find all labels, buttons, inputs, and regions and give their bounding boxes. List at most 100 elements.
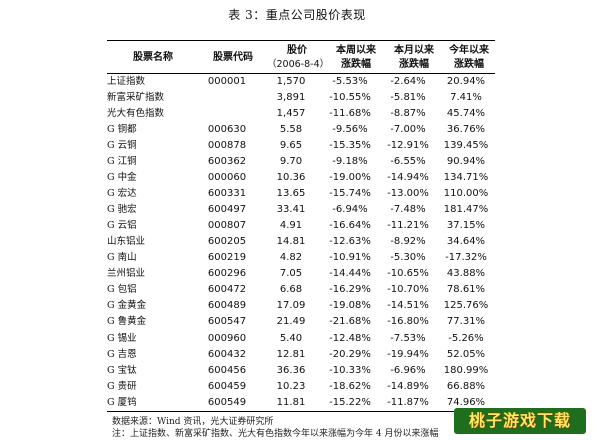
week-change: -9.56% [332, 124, 368, 136]
stock-code: 600549 [207, 396, 247, 408]
table-row: 兰州铝业 600296 7.05 -14.44% -10.65% 43.88% [107, 266, 495, 282]
week-change: -19.08% [329, 300, 371, 312]
stock-name: G 江铜 [107, 156, 137, 168]
table-row: 上证指数 000001 1,570 -5.53% -2.64% 20.94% [107, 74, 495, 90]
stock-price: 9.70 [279, 156, 303, 168]
header-year: 今年以来 涨跌幅 [449, 45, 489, 70]
table-row: G 铜都 000630 5.58 -9.56% -7.00% 36.76% [107, 122, 495, 138]
week-change: -10.91% [329, 252, 371, 264]
bottom-rule [107, 411, 495, 412]
stock-price: 9.65 [279, 140, 303, 152]
stock-code: 600362 [207, 156, 247, 168]
table-row: G 宏达 600331 13.65 -15.74% -13.00% 110.00% [107, 186, 495, 202]
stock-price: 17.09 [276, 300, 306, 312]
week-change: -10.33% [329, 364, 371, 376]
stock-name: G 云铝 [107, 220, 137, 232]
month-change: -13.00% [387, 188, 429, 200]
stock-code: 600205 [207, 236, 247, 248]
table-row: G 厦钨 600549 11.81 -15.22% -11.87% 74.96% [107, 395, 495, 411]
table-header: 股票名称 股票代码 股价 （2006-8-4） 本周以来 涨跌幅 本月以来 涨跌… [107, 44, 495, 74]
week-change: -11.68% [329, 108, 371, 120]
stock-code: 000807 [207, 220, 247, 232]
stock-price: 4.91 [279, 220, 303, 232]
week-change: -10.55% [329, 92, 371, 104]
watermark-logo: 桃子游戏下载 [454, 408, 586, 434]
header-code: 股票代码 [213, 52, 253, 63]
week-change: -6.94% [332, 204, 368, 216]
stock-code: 600432 [207, 348, 247, 360]
table-row: G 江铜 600362 9.70 -9.18% -6.55% 90.94% [107, 154, 495, 170]
table-title: 表 3：重点公司股价表现 [228, 8, 366, 22]
week-change: -16.29% [329, 284, 371, 296]
stock-name: 山东铝业 [107, 236, 146, 248]
stock-price: 3,891 [276, 92, 306, 104]
table-row: G 锡业 000960 5.40 -12.48% -7.53% -5.26% [107, 331, 495, 347]
stock-price: 6.68 [279, 284, 303, 296]
week-change: -19.00% [329, 172, 371, 184]
stock-price: 4.82 [279, 252, 303, 264]
table-row: 光大有色指数 1,457 -11.68% -8.87% 45.74% [107, 106, 495, 122]
table-row: G 金黄金 600489 17.09 -19.08% -14.51% 125.76% [107, 298, 495, 314]
header-week: 本周以来 涨跌幅 [336, 45, 376, 70]
year-change: 90.94% [446, 156, 486, 168]
stock-price: 13.65 [276, 188, 306, 200]
month-change: -6.55% [390, 156, 426, 168]
stock-name: G 宝钛 [107, 364, 137, 376]
month-change: -5.81% [390, 92, 426, 104]
month-change: -7.00% [390, 124, 426, 136]
stock-name: G 宏达 [107, 188, 137, 200]
month-change: -7.53% [390, 332, 426, 344]
year-change: 139.45% [443, 140, 489, 152]
stock-price: 1,457 [276, 108, 306, 120]
year-change: 181.47% [443, 204, 489, 216]
table-row: G 贵研 600459 10.23 -18.62% -14.89% 66.88% [107, 379, 495, 395]
stock-name: G 驰宏 [107, 204, 137, 216]
table-row: G 宝钛 600456 36.36 -10.33% -6.96% 180.99% [107, 363, 495, 379]
table-row: G 吉恩 600432 12.81 -20.29% -19.94% 52.05% [107, 347, 495, 363]
stock-name: G 金黄金 [107, 300, 147, 312]
stock-price: 5.58 [279, 124, 303, 136]
stock-name: 新富采矿指数 [107, 92, 165, 104]
year-change: 77.31% [446, 316, 486, 328]
week-change: -12.63% [329, 236, 371, 248]
week-change: -12.48% [329, 332, 371, 344]
stock-name: 兰州铝业 [107, 268, 146, 280]
stock-name: 光大有色指数 [107, 108, 165, 120]
year-change: 74.96% [446, 396, 486, 408]
month-change: -19.94% [387, 348, 429, 360]
stock-code: 000001 [207, 76, 247, 88]
week-change: -5.53% [332, 76, 368, 88]
stock-name: G 云铜 [107, 140, 137, 152]
stock-code: 600331 [207, 188, 247, 200]
stock-code [193, 106, 261, 122]
stock-code: 600547 [207, 316, 247, 328]
week-change: -16.64% [329, 220, 371, 232]
stock-code: 000960 [207, 332, 247, 344]
table-row: G 中金 000060 10.36 -19.00% -14.94% 134.71% [107, 170, 495, 186]
year-change: -5.26% [448, 332, 484, 344]
year-change: 37.15% [446, 220, 486, 232]
year-change: 180.99% [443, 364, 489, 376]
table-row: G 云铜 000878 9.65 -15.35% -12.91% 139.45% [107, 138, 495, 154]
stock-table: 上证指数 000001 1,570 -5.53% -2.64% 20.94% 新富采矿指数 3… [107, 74, 495, 411]
year-change: 110.00% [443, 188, 489, 200]
table-row: G 包铝 600472 6.68 -16.29% -10.70% 78.61% [107, 282, 495, 298]
top-rule [107, 40, 495, 41]
month-change: -8.92% [390, 236, 426, 248]
header-rule [107, 73, 495, 74]
stock-price: 5.40 [279, 332, 303, 344]
stock-code: 600296 [207, 268, 247, 280]
week-change: -15.22% [329, 396, 371, 408]
month-change: -6.96% [390, 364, 426, 376]
table-row: G 鲁黄金 600547 21.49 -21.68% -16.80% 77.31% [107, 314, 495, 330]
year-change: 125.76% [443, 300, 489, 312]
stock-price: 1,570 [276, 76, 306, 88]
year-change: -17.32% [445, 252, 487, 264]
stock-code [193, 90, 261, 106]
week-change: -21.68% [329, 316, 371, 328]
stock-code: 600219 [207, 252, 247, 264]
month-change: -2.64% [390, 76, 426, 88]
month-change: -11.21% [387, 220, 429, 232]
month-change: -14.51% [387, 300, 429, 312]
stock-price: 14.81 [276, 236, 306, 248]
